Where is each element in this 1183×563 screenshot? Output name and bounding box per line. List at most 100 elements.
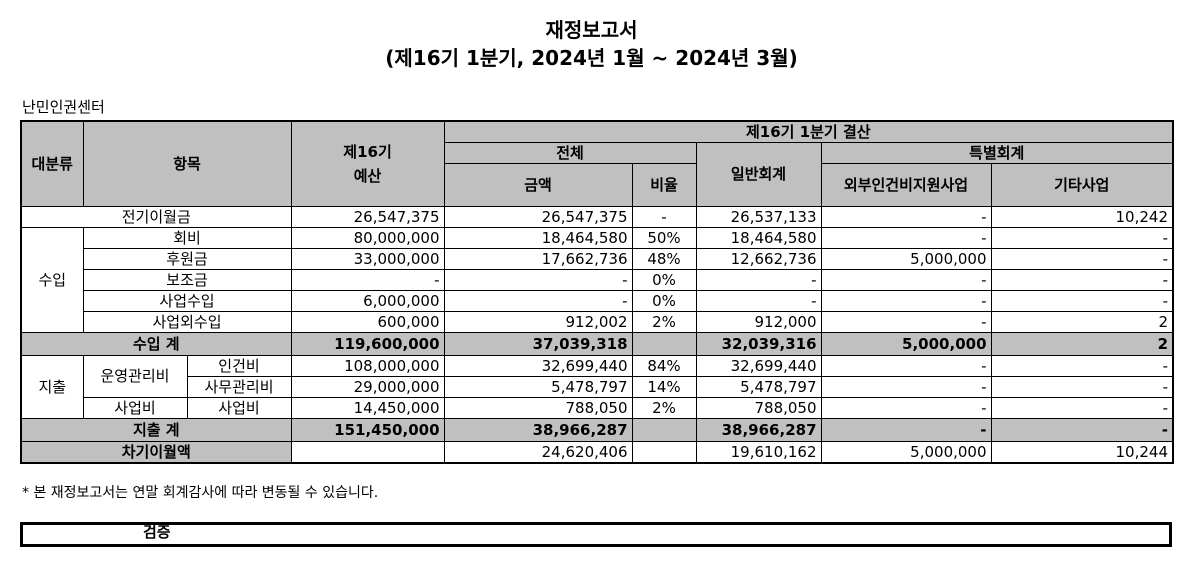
value-cell: - (820, 376, 992, 398)
table-row: 보조금 - -0% - - - (21, 269, 1174, 291)
value-cell: 17,662,736 (443, 248, 633, 270)
value-cell: - (695, 290, 822, 312)
value-cell: - (290, 269, 445, 291)
value-cell: 26,547,375 (443, 206, 633, 228)
value-cell: 10,242 (990, 206, 1174, 228)
table-row: 사업비 사업비 14,450,000 788,050 2% 788,050- - (21, 397, 1174, 419)
value-cell: - (990, 418, 1174, 442)
item-cell: 후원금 (82, 248, 292, 270)
value-cell: - (990, 269, 1174, 291)
value-cell: 26,537,133 (695, 206, 822, 228)
table-row: 사업수입 6,000,000-0% - - - (21, 290, 1174, 312)
row-label: 전기이월금 (20, 206, 292, 228)
item-cell: 사업비 (186, 397, 292, 419)
total-label: 수입 계 (20, 332, 292, 356)
value-cell: - (695, 269, 822, 291)
value-cell: 5,478,797 (443, 376, 633, 398)
value-cell: 29,000,000 (290, 376, 445, 398)
value-cell: 38,966,287 (695, 418, 822, 442)
header-row: 금액 비율 외부인건비지원사업 기타사업 (21, 163, 1174, 207)
value-cell: 38,966,287 (443, 418, 633, 442)
value-cell: - (990, 248, 1174, 270)
header-cell: 비율 (631, 163, 697, 207)
value-cell: 19,610,162 (695, 441, 822, 464)
value-cell: 18,464,580 (443, 227, 633, 249)
table-row: 차기이월액 24,620,406 19,610,162 5,000,000 10,244 (20, 441, 1174, 464)
value-cell: 14% (631, 376, 697, 398)
value-cell: 5,000,000 (820, 248, 992, 270)
value-cell: - (820, 290, 992, 312)
value-cell: - (990, 227, 1174, 249)
value-cell: 37,039,318 (443, 332, 633, 356)
item-cell: 인건비 (186, 355, 292, 377)
value-cell: - (990, 355, 1174, 377)
header-cell: 외부인건비지원사업 (820, 163, 992, 207)
header-cell: 제16기 예산 (290, 120, 445, 207)
value-cell: 912,000 (695, 311, 822, 333)
value-cell: - (820, 269, 992, 291)
value-cell: 5,478,797 (695, 376, 822, 398)
header-cell: 전체 (443, 142, 697, 164)
header-row: 대분류 항목 제16기 예산 제16기 1분기 결산 (20, 120, 1174, 207)
value-cell: - (990, 376, 1174, 398)
subtitle: (제16기 1분기, 2024년 1월 ~ 2024년 3월) (385, 46, 798, 70)
total-label: 지출 계 (20, 418, 292, 442)
item-cell: 보조금 (82, 269, 292, 291)
row-label: 차기이월액 (20, 441, 292, 464)
value-cell: - (820, 206, 992, 228)
value-cell: 48% (631, 248, 697, 270)
value-cell: 108,000,000 (290, 355, 445, 377)
value-cell: - (820, 311, 992, 333)
table-row: 전기이월금 26,547,375 26,547,375-26,537,133-10,… (20, 206, 1174, 228)
item-cell: 사무관리비 (186, 376, 292, 398)
value-cell: 6,000,000 (290, 290, 445, 312)
value-cell: 5,000,000 (820, 332, 992, 356)
value-cell: - (631, 206, 697, 228)
value-cell: 600,000 (290, 311, 445, 333)
organization: 난민인권센터 (22, 98, 105, 116)
header-cell: 제16기 1분기 결산 (443, 120, 1174, 143)
value-cell: 18,464,580 (695, 227, 822, 249)
header-row: 전체 일반회계 특별회계 (21, 142, 1174, 207)
value-cell: - (990, 290, 1174, 312)
footnote: * 본 재정보고서는 연말 회계감사에 따라 변동될 수 있습니다. (22, 485, 379, 501)
group-cell: 운영관리비 (82, 355, 188, 398)
header-cell: 특별회계 (820, 142, 1174, 164)
value-cell: - (820, 227, 992, 249)
header-cell: 기타사업 (990, 163, 1174, 207)
value-cell: 788,050 (443, 397, 633, 419)
value-cell: - (443, 290, 633, 312)
value-cell: 2 (990, 332, 1174, 356)
table-body: 대분류 항목 제16기 예산 제16기 1분기 결산 전체 일반회계 특별회계 … (20, 120, 1174, 464)
value-cell: 788,050 (695, 397, 822, 419)
value-cell (290, 441, 445, 464)
header-cell: 항목 (82, 120, 292, 207)
value-cell: 33,000,000 (290, 248, 445, 270)
value-cell: 5,000,000 (820, 441, 992, 464)
table-row: 사업외수입 600,000 912,002 2% 912,000-2 (21, 311, 1174, 333)
value-cell: 912,002 (443, 311, 633, 333)
value-cell: 2% (631, 311, 697, 333)
value-cell: - (820, 355, 992, 377)
value-cell: 50% (631, 227, 697, 249)
value-cell: 0% (631, 290, 697, 312)
finance-table: 대분류 항목 제16기 예산 제16기 1분기 결산 전체 일반회계 특별회계 … (20, 120, 1175, 464)
value-cell: 84% (631, 355, 697, 377)
table-row: 지출 운영관리비 인건비 108,000,000 32,699,440 84% 32,699… (20, 355, 1174, 419)
item-cell: 사업수입 (82, 290, 292, 312)
category-cell: 수입 (20, 227, 84, 333)
value-cell: 0% (631, 269, 697, 291)
value-cell: 2 (990, 311, 1174, 333)
value-cell: 80,000,000 (290, 227, 445, 249)
value-cell: 26,547,375 (290, 206, 445, 228)
value-cell: - (820, 397, 992, 419)
value-cell (631, 332, 697, 356)
value-cell: 10,244 (990, 441, 1174, 464)
value-cell: 12,662,736 (695, 248, 822, 270)
table-row: 수입 계 119,600,000 37,039,318 32,039,316 5,000… (20, 332, 1174, 356)
table-row: 사무관리비 29,000,000 5,478,797 14% 5,478,797- - (21, 376, 1174, 398)
verification-box: 검증 (20, 522, 1172, 547)
verification-label: 검증 (143, 523, 171, 541)
value-cell: 14,450,000 (290, 397, 445, 419)
table-row: 수입 회비 80,000,000 18,464,580 50% 18,464,580- - (20, 227, 1174, 333)
